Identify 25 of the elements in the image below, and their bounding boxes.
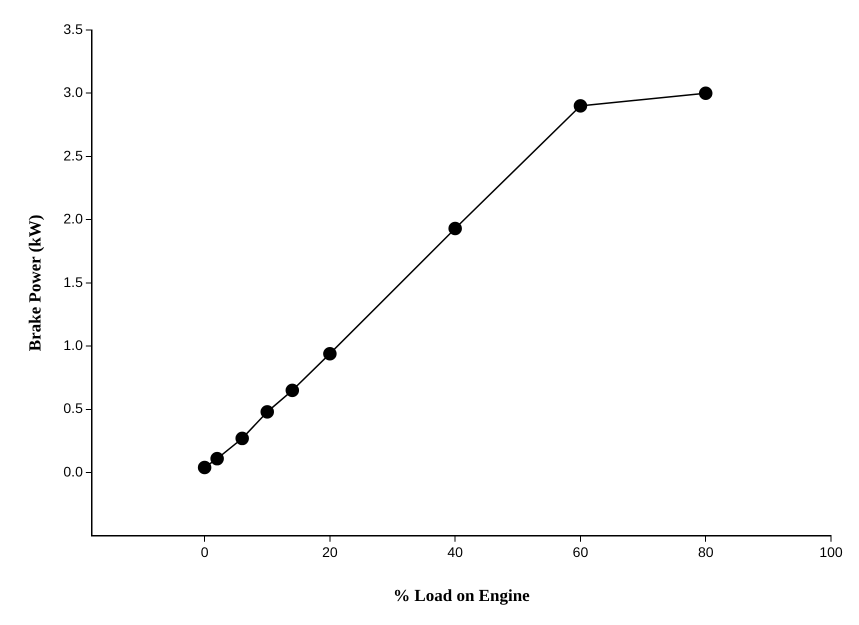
x-axis-title: % Load on Engine [393, 586, 530, 606]
y-tick-label: 2.5 [63, 147, 84, 164]
x-tick-label: 0 [200, 544, 209, 560]
x-tick-label: 40 [447, 544, 464, 560]
point [210, 452, 224, 466]
point [260, 405, 274, 419]
y-axis-title: Brake Power (kW) [26, 214, 45, 352]
y-tick-label: 1.0 [63, 336, 84, 353]
point [198, 460, 212, 474]
x-tick-label: 100 [819, 544, 843, 560]
y-tick-label: 1.5 [63, 274, 84, 290]
point [448, 222, 462, 236]
point [235, 432, 249, 446]
point [323, 346, 337, 360]
y-tick-label: 0.5 [63, 400, 84, 416]
y-tick-label: 3.5 [63, 20, 84, 37]
x-tick-label: 80 [698, 544, 714, 560]
y-tick-label: 2.0 [63, 210, 84, 227]
point [698, 86, 712, 100]
y-tick-label: 0.0 [63, 463, 84, 480]
x-tick-label: 60 [572, 544, 588, 560]
x-tick-label: 20 [322, 544, 338, 560]
point [286, 384, 300, 398]
point [574, 99, 588, 113]
y-tick-label: 3.0 [63, 84, 84, 100]
